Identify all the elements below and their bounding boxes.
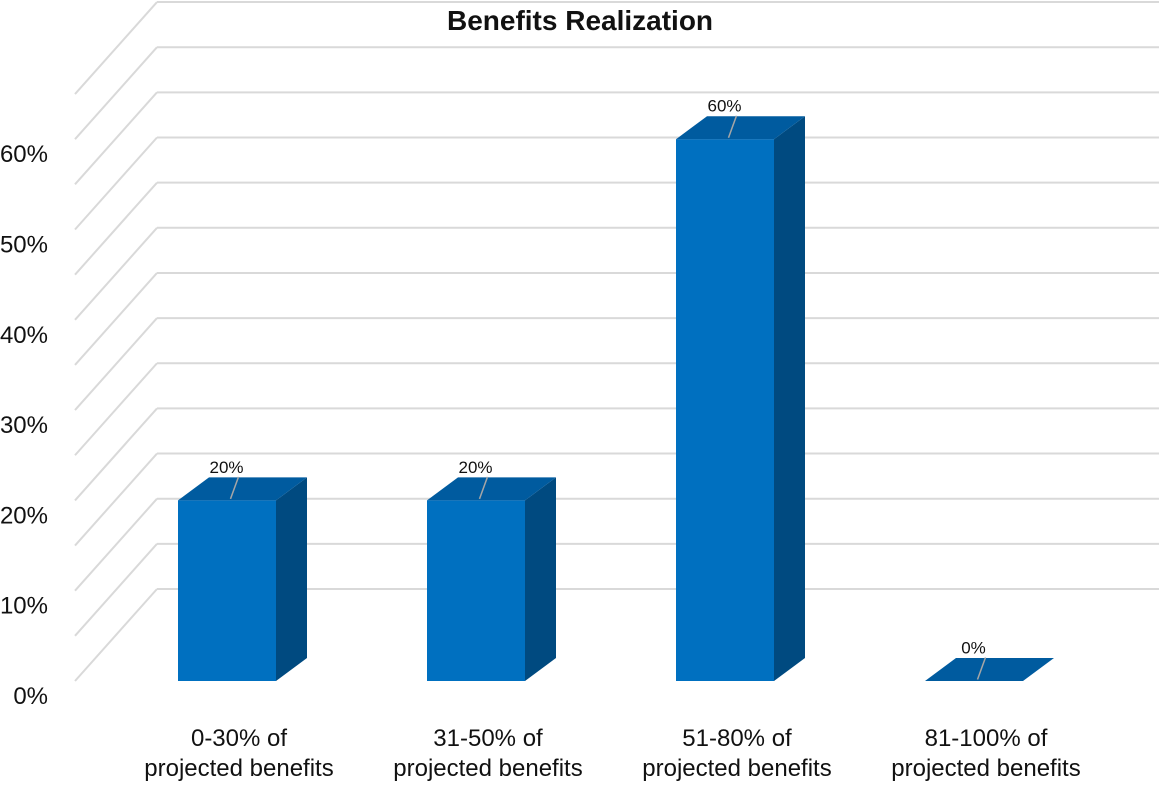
y-tick-label-60: 60% bbox=[0, 141, 48, 168]
gridline-50 bbox=[74, 136, 1159, 231]
data-label-1: 20% bbox=[209, 458, 243, 477]
data-label-leader-1 bbox=[229, 476, 240, 500]
y-tick-label-10: 10% bbox=[0, 593, 48, 620]
bar-1 bbox=[178, 477, 307, 681]
gridline-60 bbox=[74, 46, 1159, 140]
data-label-leader-2 bbox=[478, 476, 489, 500]
bar-top-face bbox=[676, 116, 805, 140]
y-tick-label-30: 30% bbox=[0, 412, 48, 439]
gridline-25 bbox=[74, 362, 1159, 456]
bar-front-face bbox=[178, 500, 276, 681]
data-label-leader-4 bbox=[976, 657, 987, 680]
chart-title: Benefits Realization bbox=[447, 5, 713, 36]
bar-top-face bbox=[427, 477, 556, 501]
data-label-4: 0% bbox=[961, 639, 986, 658]
bar-2 bbox=[427, 477, 556, 681]
gridline-5 bbox=[74, 542, 1159, 637]
gridline-30 bbox=[74, 317, 1159, 411]
y-tick-label-20: 20% bbox=[0, 502, 48, 529]
bar-front-face bbox=[676, 139, 774, 681]
gridline-20 bbox=[74, 407, 1159, 502]
gridline-65 bbox=[74, 1, 1159, 95]
data-label-3: 60% bbox=[707, 97, 741, 116]
bar-side-face bbox=[276, 477, 307, 681]
category-label-2: 31-50% of projected benefits bbox=[393, 725, 582, 782]
bar-side-face bbox=[774, 116, 805, 681]
gridline-35 bbox=[74, 271, 1159, 366]
bar-4 bbox=[925, 658, 1054, 681]
bar-top-face bbox=[178, 477, 307, 501]
data-labels: 20% 20% 60% 0% bbox=[209, 97, 987, 680]
category-label-1: 0-30% of projected benefits bbox=[144, 725, 333, 782]
y-tick-label-50: 50% bbox=[0, 232, 48, 259]
category-label-3: 51-80% of projected benefits bbox=[642, 725, 831, 782]
data-label-2: 20% bbox=[458, 458, 492, 477]
data-label-leader-3 bbox=[727, 115, 738, 138]
y-tick-label-0: 0% bbox=[13, 683, 48, 710]
gridline-45 bbox=[74, 181, 1159, 276]
gridlines bbox=[74, 1, 1159, 682]
gridline-55 bbox=[74, 91, 1159, 186]
category-label-4: 81-100% of projected benefits bbox=[891, 725, 1080, 782]
bar-front-face bbox=[427, 500, 525, 681]
gridline-10 bbox=[74, 497, 1159, 592]
y-axis-ticks: 0% 10% 20% 30% 40% 50% 60% bbox=[0, 141, 48, 710]
gridline-15 bbox=[74, 452, 1159, 547]
gridline-40 bbox=[74, 226, 1159, 321]
x-axis-categories: 0-30% of projected benefits 31-50% of proje… bbox=[144, 725, 1080, 782]
bar-side-face bbox=[525, 477, 556, 681]
bar-top-face bbox=[925, 658, 1054, 681]
bar-3 bbox=[676, 116, 805, 681]
gridline-0 bbox=[74, 588, 1159, 682]
bars bbox=[178, 116, 1054, 681]
y-tick-label-40: 40% bbox=[0, 322, 48, 349]
